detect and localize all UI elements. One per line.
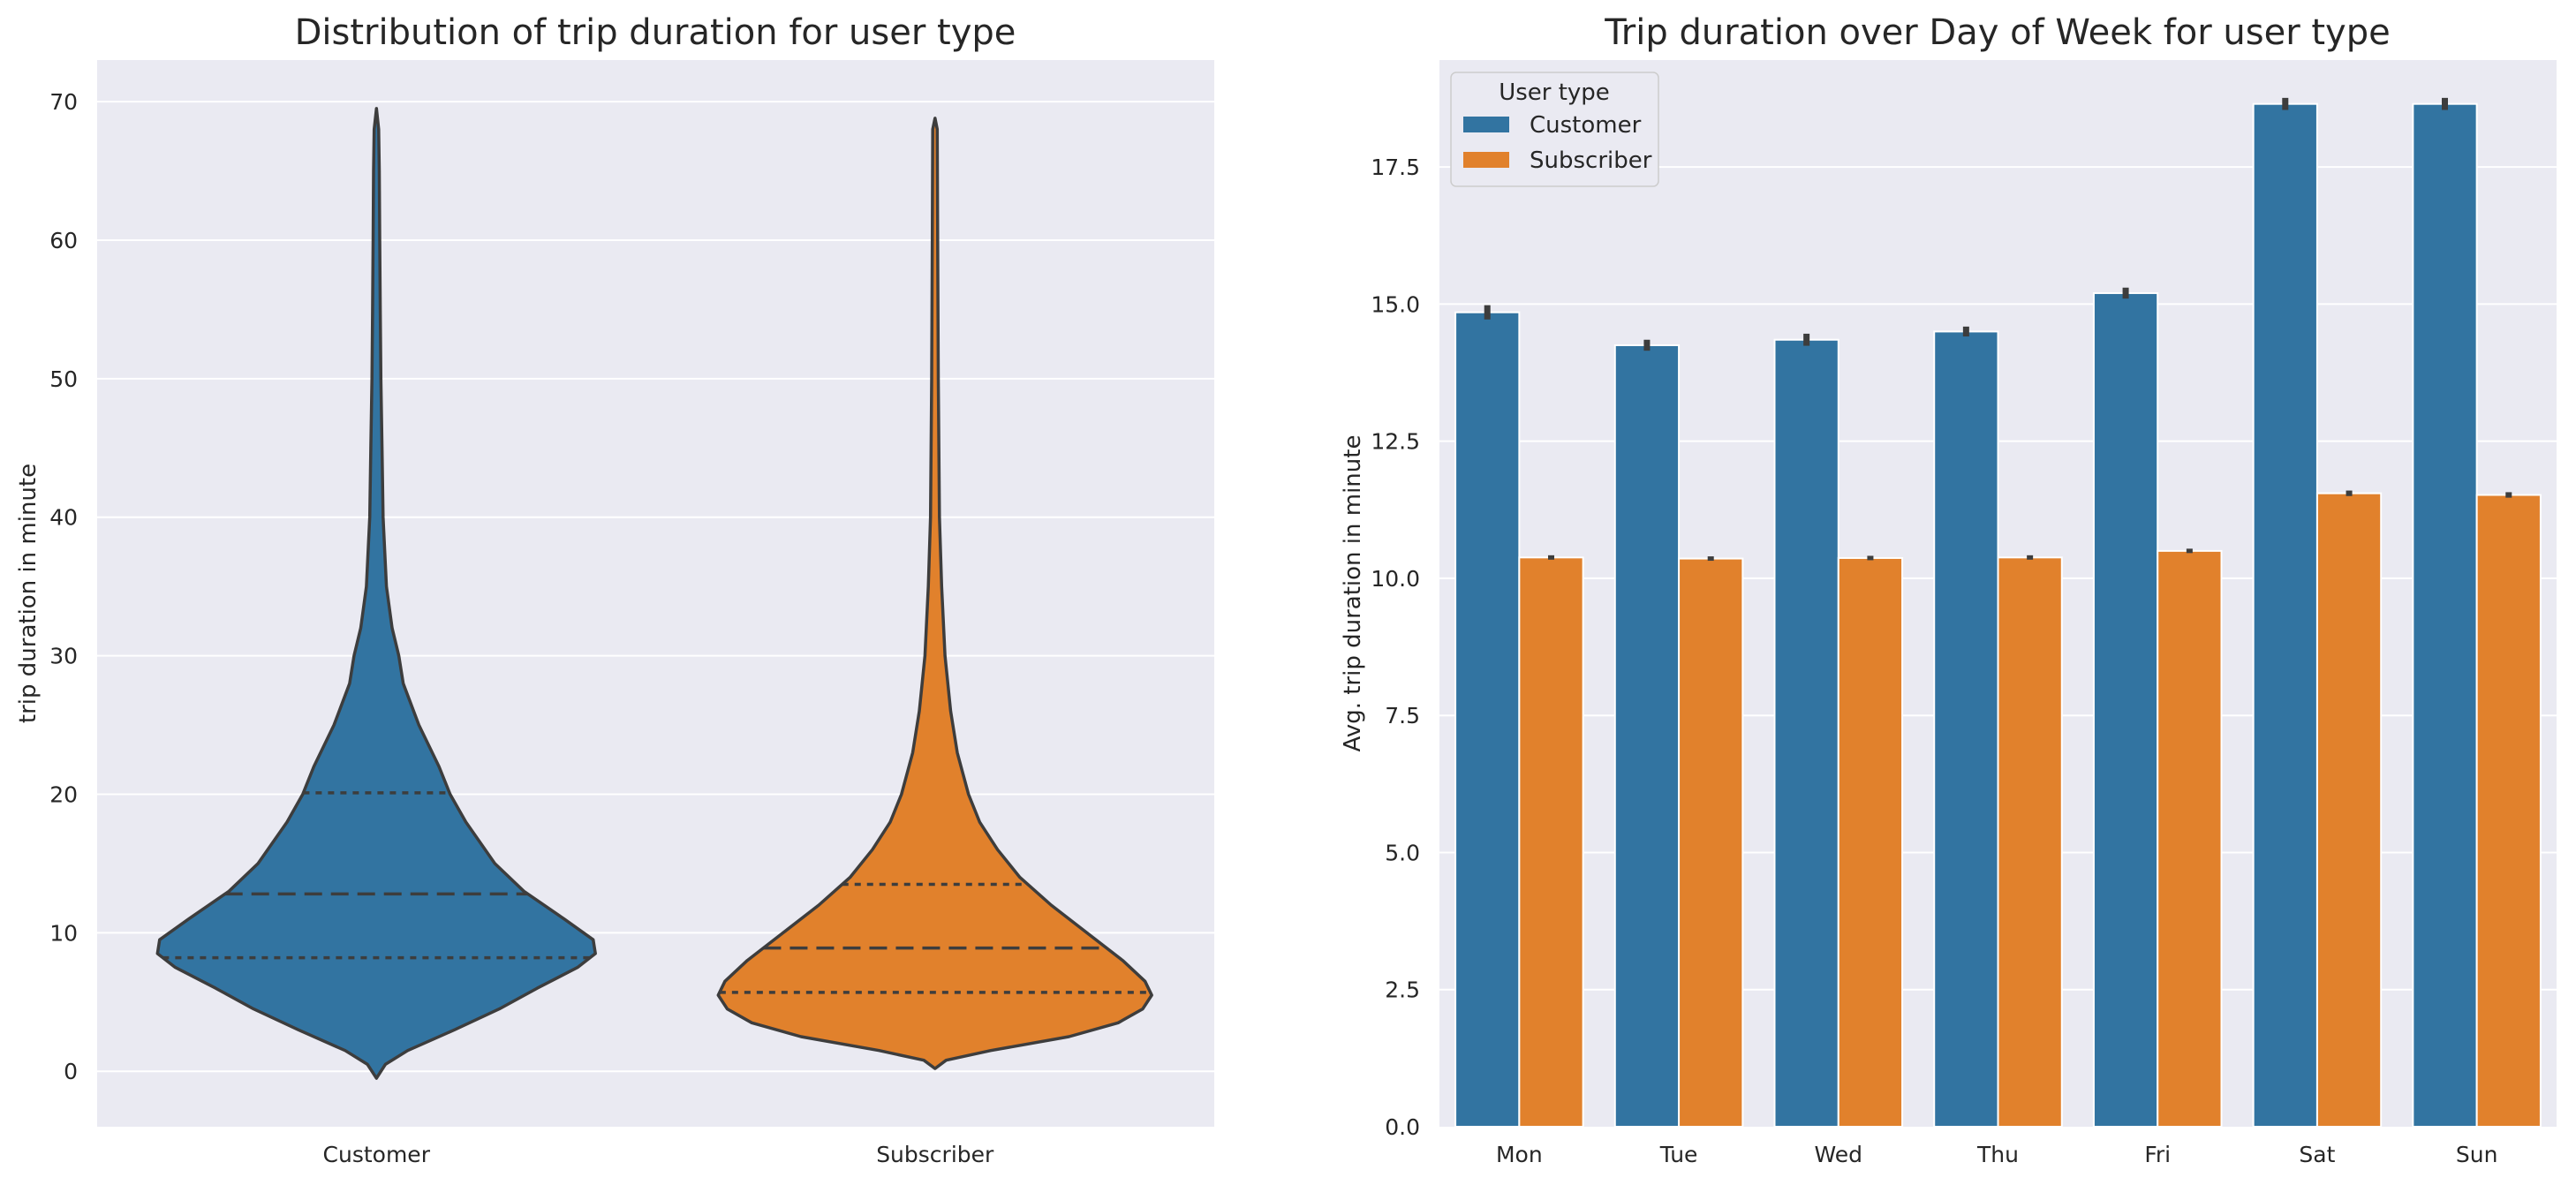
violin-y-tick-labels: 0 10 20 30 40 50 60 70: [49, 89, 78, 1084]
violin-x-tick-label: Subscriber: [876, 1142, 994, 1167]
violin-y-tick-label: 60: [49, 228, 78, 253]
bar-customer-sat: [2252, 102, 2318, 1128]
bar-subscriber-mon: [1518, 556, 1584, 1128]
violin-y-tick-label: 30: [49, 644, 78, 669]
violin-body-customer: [155, 107, 597, 1080]
bar-y-tick-label: 12.5: [1371, 429, 1420, 455]
bar-customer-sun: [2412, 102, 2478, 1128]
bar-subscriber-tue: [1678, 557, 1744, 1128]
violin-body-subscriber: [716, 117, 1153, 1070]
bar-chart: 0.0 2.5 5.0 7.5 10.0 12.5 15.0 17.5 Mon Tue Wed Th…: [1340, 12, 2557, 1167]
violin-x-tick-labels: Customer Subscriber: [323, 1142, 994, 1167]
bar-x-tick-label: Fri: [2144, 1142, 2171, 1167]
bar-subscriber-sun: [2475, 494, 2542, 1128]
violin-x-tick-label: Customer: [323, 1142, 431, 1167]
bar-subscriber-thu: [1997, 556, 2063, 1128]
violin-y-tick-label: 10: [49, 920, 78, 946]
bar-customer-mon: [1454, 311, 1521, 1128]
bar-y-tick-label: 10.0: [1371, 566, 1420, 592]
bar-x-tick-label: Thu: [1976, 1142, 2019, 1167]
bar-x-tick-label: Wed: [1815, 1142, 1863, 1167]
violin-y-axis-label: trip duration in minute: [15, 464, 42, 723]
bar-y-tick-label: 17.5: [1371, 155, 1420, 180]
legend-label-subscriber: Subscriber: [1530, 147, 1652, 174]
legend-swatch-subscriber: [1463, 152, 1509, 168]
bar-y-tick-label: 5.0: [1385, 840, 1420, 865]
bar-y-tick-label: 7.5: [1385, 703, 1420, 728]
violin-chart-title: Distribution of trip duration for user t…: [295, 12, 1016, 53]
violin-chart: 0 10 20 30 40 50 60 70 Customer Subscriber Distr…: [15, 12, 1214, 1167]
violin-y-tick-label: 70: [49, 89, 78, 115]
violin-y-tick-label: 20: [49, 781, 78, 807]
bar-subscriber-fri: [2157, 549, 2223, 1128]
bar-x-tick-label: Tue: [1659, 1142, 1698, 1167]
bar-error-bars: [1484, 97, 2512, 562]
legend: User type Customer Subscriber: [1450, 72, 1659, 187]
bar-customer-tue: [1613, 343, 1681, 1128]
bar-y-axis-label: Avg. trip duration in minute: [1340, 435, 1366, 752]
bar-x-tick-labels: Mon Tue Wed Thu Fri Sat Sun: [1496, 1142, 2497, 1167]
bar-customer-wed: [1773, 338, 1839, 1128]
violin-y-tick-label: 50: [49, 366, 78, 392]
bar-y-tick-label: 0.0: [1385, 1114, 1420, 1140]
violin-y-tick-label: 0: [64, 1059, 78, 1084]
bar-chart-title: Trip duration over Day of Week for user …: [1604, 12, 2390, 53]
bar-y-tick-label: 15.0: [1371, 291, 1420, 317]
violin-bodies: [155, 107, 1153, 1080]
bar-subscriber-wed: [1837, 556, 1904, 1128]
bar-x-tick-label: Sat: [2299, 1142, 2335, 1167]
bar-y-tick-labels: 0.0 2.5 5.0 7.5 10.0 12.5 15.0 17.5: [1371, 155, 1420, 1140]
bar-subscriber-sat: [2315, 492, 2383, 1128]
legend-label-customer: Customer: [1530, 112, 1642, 139]
bar-y-tick-label: 2.5: [1385, 977, 1420, 1003]
bar-customer-fri: [2092, 291, 2159, 1128]
legend-swatch-customer: [1463, 117, 1509, 132]
bar-x-tick-label: Mon: [1496, 1142, 1543, 1167]
bar-marks: [1454, 102, 2542, 1128]
bar-x-tick-label: Sun: [2456, 1142, 2498, 1167]
legend-title: User type: [1499, 79, 1610, 106]
bar-customer-thu: [1933, 330, 1999, 1128]
violin-y-tick-label: 40: [49, 505, 78, 531]
